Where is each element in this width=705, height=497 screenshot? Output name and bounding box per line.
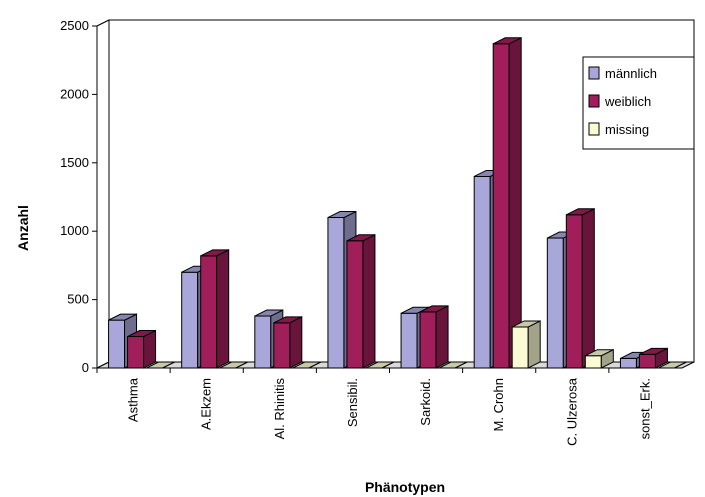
x-tick-label: Al. Rhinitis [272, 378, 287, 440]
bar [146, 361, 175, 369]
y-tick-label: 2500 [60, 18, 89, 33]
y-tick-label: 1500 [60, 155, 89, 170]
y-axis-ticks: 0 500 1000 1500 2000 2500 [60, 18, 97, 375]
bar [292, 361, 322, 369]
x-tick-label: A.Ekzem [199, 378, 214, 430]
legend-swatch [588, 122, 600, 136]
legend-swatch [588, 94, 600, 108]
x-tick-label: Asthma [126, 377, 141, 422]
bar [584, 348, 614, 369]
bar [127, 329, 157, 369]
bar [273, 316, 303, 369]
y-tick-label: 1000 [60, 223, 89, 238]
left-wall [96, 19, 110, 369]
x-tick-label: M. Crohn [491, 378, 506, 431]
bar [419, 305, 449, 369]
x-axis-categories: Asthma A.Ekzem Al. Rhinitis Sensibil. Sarkoi… [96, 368, 652, 446]
legend: männlich weiblich missing [582, 56, 695, 150]
legend-label: männlich [605, 66, 657, 81]
x-axis-title: Phänotypen [365, 479, 445, 495]
bar [638, 347, 668, 369]
x-tick-label: Sensibil. [345, 378, 360, 427]
bar [658, 361, 687, 369]
bar [200, 249, 230, 369]
y-tick-label: 500 [67, 292, 89, 307]
bar [438, 361, 468, 369]
y-tick-label: 0 [82, 360, 89, 375]
legend-box [582, 56, 695, 150]
legend-swatch [588, 66, 600, 80]
y-tick-label: 2000 [60, 86, 89, 101]
bar [492, 36, 522, 369]
legend-item: weiblich [588, 94, 651, 109]
bar [565, 207, 595, 369]
y-axis-title: Anzahl [15, 205, 31, 251]
bar [346, 233, 376, 369]
bars [108, 36, 687, 369]
bar [219, 361, 248, 369]
x-tick-label: C. Ulzerosa [564, 377, 579, 446]
bar [511, 320, 541, 369]
legend-item: missing [588, 122, 649, 137]
legend-label: weiblich [604, 94, 651, 109]
bar [365, 361, 395, 369]
legend-label: missing [605, 122, 649, 137]
x-tick-label: Sarkoid. [418, 378, 433, 426]
x-tick-label: sonst_Erk. [637, 378, 652, 439]
legend-item: männlich [588, 66, 657, 81]
